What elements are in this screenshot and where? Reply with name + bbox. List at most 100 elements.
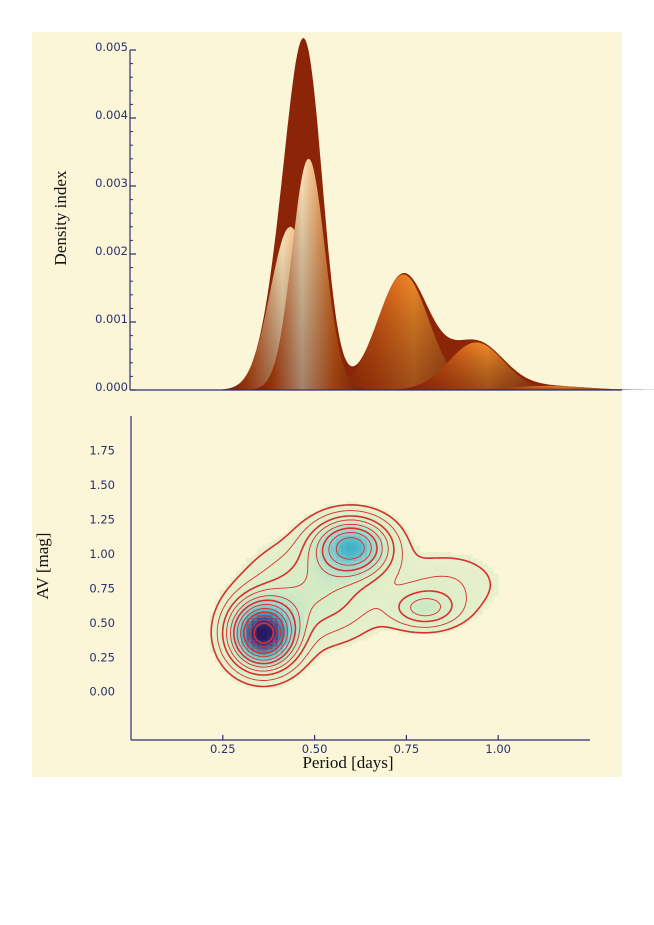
density-cell: [351, 529, 358, 534]
density-cell: [414, 614, 421, 619]
density-cell: [251, 567, 258, 572]
density-cell: [330, 548, 337, 553]
density-cell: [388, 611, 394, 616]
density-cell: [272, 621, 279, 625]
density-cell: [330, 646, 337, 650]
bottom-x-tick-label: 0.50: [302, 742, 328, 756]
density-cell: [277, 643, 284, 647]
density-cell: [298, 658, 305, 663]
density-cell: [414, 573, 421, 578]
density-cell: [293, 545, 300, 550]
density-cell: [409, 542, 415, 546]
density-cell: [251, 643, 258, 647]
density-cell: [225, 595, 232, 600]
density-cell: [209, 630, 216, 635]
density-cell: [309, 662, 316, 666]
density-cell: [309, 652, 316, 657]
density-cell: [335, 583, 342, 587]
density-cell: [393, 542, 400, 546]
density-cell: [246, 580, 253, 584]
density-cell: [277, 567, 284, 572]
density-cell: [220, 646, 227, 650]
density-cell: [251, 608, 258, 613]
density-cell: [293, 535, 300, 540]
density-cell: [477, 595, 484, 600]
density-cell: [246, 630, 253, 635]
density-cell: [251, 621, 258, 625]
density-cell: [403, 561, 410, 565]
density-cell: [319, 595, 326, 600]
density-cell: [461, 554, 468, 559]
density-cell: [377, 570, 384, 575]
density-cell: [466, 573, 473, 578]
density-cell: [325, 636, 331, 641]
density-cell: [346, 510, 352, 515]
density-cell: [298, 551, 305, 556]
density-cell: [335, 592, 342, 597]
density-cell: [382, 583, 389, 587]
density-cell: [340, 567, 347, 572]
density-cell: [230, 668, 237, 673]
density-cell: [330, 627, 337, 632]
density-cell: [277, 633, 284, 638]
density-cell: [361, 526, 368, 531]
density-cell: [450, 595, 457, 600]
density-cell: [340, 592, 347, 597]
density-cell: [419, 621, 426, 625]
density-cell: [298, 665, 305, 669]
density-cell: [304, 532, 310, 537]
density-cell: [403, 627, 410, 632]
density-cell: [456, 561, 463, 565]
density-cell: [335, 576, 342, 581]
density-cell: [477, 580, 484, 584]
density-cell: [293, 573, 300, 578]
density-cell: [288, 586, 295, 591]
density-cell: [471, 605, 478, 610]
density-cell: [330, 617, 337, 622]
density-cell: [356, 573, 363, 578]
density-cell: [346, 621, 352, 625]
density-cell: [382, 602, 389, 606]
density-cell: [235, 598, 242, 603]
density-cell: [430, 576, 436, 581]
density-cell: [456, 602, 463, 606]
density-cell: [246, 633, 253, 638]
density-cell: [403, 539, 410, 543]
density-cell: [304, 605, 310, 610]
density-cell: [319, 611, 326, 616]
density-cell: [314, 655, 321, 660]
density-cell: [288, 548, 295, 553]
density-cell: [361, 598, 368, 603]
density-cell: [409, 589, 415, 594]
density-cell: [361, 539, 368, 543]
density-cell: [230, 665, 237, 669]
density-cell: [351, 602, 358, 606]
density-cell: [335, 517, 342, 521]
density-cell: [440, 611, 447, 616]
density-cell: [430, 586, 436, 591]
density-cell: [309, 545, 316, 550]
density-cell: [293, 671, 300, 676]
density-cell: [251, 583, 258, 587]
density-cell: [414, 576, 421, 581]
density-cell: [450, 580, 457, 584]
density-cell: [246, 605, 253, 610]
density-cell: [393, 548, 400, 553]
density-cell: [346, 564, 352, 569]
density-cell: [293, 539, 300, 543]
density-cell: [330, 532, 337, 537]
density-cell: [414, 586, 421, 591]
density-cell: [314, 595, 321, 600]
density-cell: [393, 561, 400, 565]
density-cell: [424, 570, 431, 575]
density-cell: [377, 592, 384, 597]
density-cell: [450, 605, 457, 610]
density-cell: [388, 554, 394, 559]
density-cell: [335, 580, 342, 584]
density-cell: [256, 592, 263, 597]
density-cell: [330, 636, 337, 641]
density-cell: [346, 586, 352, 591]
density-cell: [330, 576, 337, 581]
density-cell: [482, 605, 489, 610]
density-cell: [293, 611, 300, 616]
